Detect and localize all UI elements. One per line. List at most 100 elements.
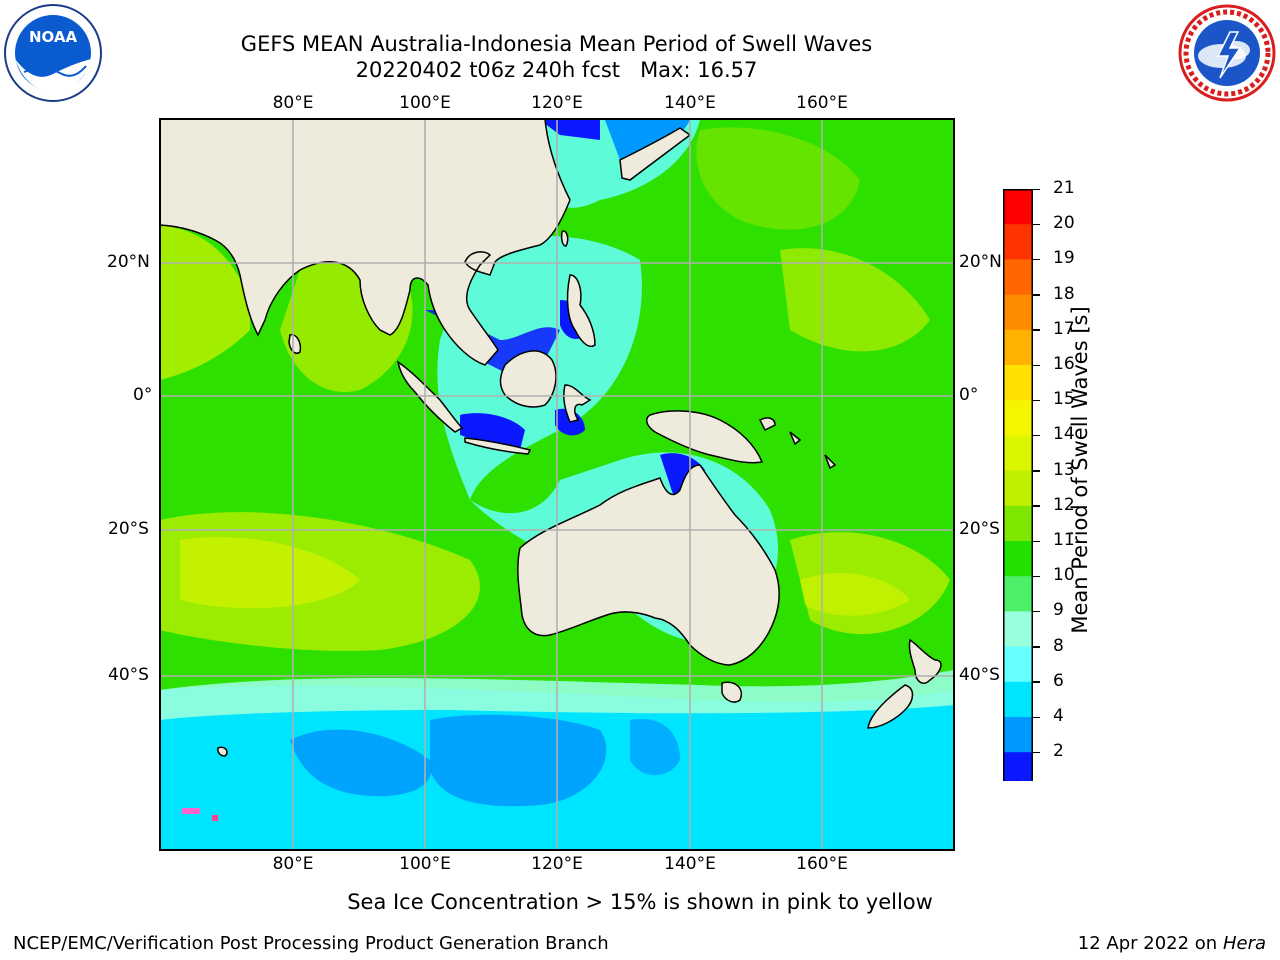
colorbar-tick-mark (1033, 294, 1040, 296)
colorbar-tick-label: 10 (1053, 565, 1075, 586)
sri-lanka (288, 334, 302, 354)
colorbar-tick-label: 2 (1053, 741, 1064, 762)
colorbar-tick-label: 14 (1053, 424, 1075, 445)
colorbar-band (1003, 576, 1033, 612)
colorbar-band (1003, 505, 1033, 542)
colorbar-band (1003, 365, 1033, 401)
nws-logo (1178, 4, 1276, 102)
colorbar-tick-mark (1033, 716, 1040, 718)
lat-label-right-40s: 40°S (959, 665, 1000, 685)
lon-label-bottom-80e: 80°E (272, 854, 314, 874)
colorbar-tick-mark (1033, 399, 1040, 402)
machine-name: Hera (1222, 933, 1266, 954)
sulawesi-island (563, 384, 592, 423)
landmass-layer (160, 119, 942, 757)
lon-label-top-120e: 120°E (531, 93, 583, 113)
colorbar-tick-label: 19 (1053, 248, 1075, 269)
colorbar-band (1003, 400, 1033, 436)
colorbar-tick-label: 18 (1053, 283, 1075, 304)
colorbar (1002, 189, 1034, 789)
sea-ice-note-text: Sea Ice Concentration > 15% is shown in … (347, 890, 933, 914)
lon-label-bottom-120e: 120°E (531, 854, 583, 874)
colorbar-tick-mark (1033, 470, 1040, 472)
new-zealand-north (908, 638, 942, 684)
noaa-logo-text: NOAA (29, 28, 78, 46)
colorbar-tick-mark (1033, 258, 1040, 261)
taiwan-island (560, 230, 569, 247)
philippines-islands (566, 274, 596, 347)
colorbar-tick-label: 4 (1053, 706, 1064, 726)
noaa-logo: NOAA (4, 4, 102, 102)
colorbar-tick-mark (1033, 329, 1040, 331)
colorbar-tick-mark (1033, 575, 1040, 578)
colorbar-band (1003, 224, 1033, 260)
lat-label-right-0: 0° (959, 385, 979, 405)
date-text: 12 Apr 2022 on (1077, 933, 1223, 954)
colorbar-tick-label: 20 (1053, 213, 1075, 234)
lat-label-right-20n: 20°N (959, 252, 1002, 272)
colorbar-band (1003, 470, 1033, 507)
colorbar-tick-mark (1033, 188, 1040, 190)
colorbar-band (1003, 681, 1033, 718)
lon-label-top-160e: 160°E (796, 93, 848, 113)
colorbar-band (1003, 717, 1033, 753)
colorbar-band (1003, 752, 1033, 788)
colorbar-label: Mean Period of Swell Waves [s] (1068, 306, 1092, 634)
colorbar-band (1003, 329, 1033, 366)
colorbar-tick-label: 15 (1053, 389, 1075, 410)
colorbar-tick-label: 11 (1053, 530, 1075, 550)
sea-ice-note: Sea Ice Concentration > 15% is shown in … (0, 890, 1280, 914)
colorbar-tick-label: 9 (1053, 600, 1064, 621)
lon-label-top-80e: 80°E (272, 93, 314, 113)
colorbar-tick-mark (1033, 434, 1040, 437)
colorbar-tick-mark (1033, 610, 1040, 613)
credit-text: NCEP/EMC/Verification Post Processing Pr… (13, 933, 609, 954)
colorbar-tick-label: 6 (1053, 670, 1064, 691)
colorbar-tick-label: 17 (1053, 318, 1075, 339)
borneo-island (499, 350, 557, 408)
colorbar-band (1003, 611, 1033, 648)
australia-landmass (517, 464, 780, 666)
graticule (160, 119, 954, 850)
colorbar-tick-label: 8 (1053, 635, 1064, 656)
sumatra-island (396, 360, 464, 433)
colorbar-tick-mark (1033, 364, 1040, 366)
colorbar-tick-label: 16 (1053, 354, 1075, 374)
colorbar-band (1003, 259, 1033, 296)
lat-label-left-20s: 20°S (108, 519, 149, 539)
colorbar-tick-mark (1033, 223, 1040, 226)
lon-label-top-100e: 100°E (399, 93, 451, 113)
new-guinea-island (645, 410, 764, 464)
kerguelen-island (217, 746, 228, 757)
lat-label-left-20n: 20°N (107, 252, 150, 272)
colorbar-band (1003, 646, 1033, 683)
map-subtitle: 20220402 t06z 240h fcst Max: 16.57 (355, 58, 758, 82)
date-stamp: 12 Apr 2022 on Hera (1078, 933, 1266, 954)
lat-label-left-40s: 40°S (108, 665, 149, 685)
new-zealand-south (867, 684, 914, 729)
asia-landmass (160, 119, 571, 366)
colorbar-band (1003, 294, 1033, 331)
colorbar-tick-mark (1033, 751, 1040, 754)
map-frame (159, 118, 955, 851)
colorbar-tick-mark (1033, 505, 1040, 507)
lon-label-bottom-100e: 100°E (399, 854, 451, 874)
lat-label-right-20s: 20°S (959, 519, 1000, 539)
colorbar-band (1003, 189, 1033, 225)
java-island (464, 437, 532, 455)
lon-label-bottom-140e: 140°E (664, 854, 716, 874)
colorbar-band (1003, 541, 1033, 577)
colorbar-tick-label: 12 (1053, 494, 1075, 515)
colorbar-tick-mark (1033, 646, 1040, 648)
lon-label-bottom-160e: 160°E (796, 854, 848, 874)
lat-label-left-0: 0° (133, 385, 153, 405)
colorbar-tick-label: 13 (1053, 459, 1075, 480)
map-title: GEFS MEAN Australia-Indonesia Mean Perio… (240, 32, 873, 56)
colorbar-band (1003, 435, 1033, 472)
tasmania-island (721, 681, 742, 703)
colorbar-tick-label: 21 (1053, 178, 1075, 198)
colorbar-tick-mark (1033, 681, 1040, 683)
colorbar-tick-mark (1033, 540, 1040, 542)
lon-label-top-140e: 140°E (664, 93, 716, 113)
